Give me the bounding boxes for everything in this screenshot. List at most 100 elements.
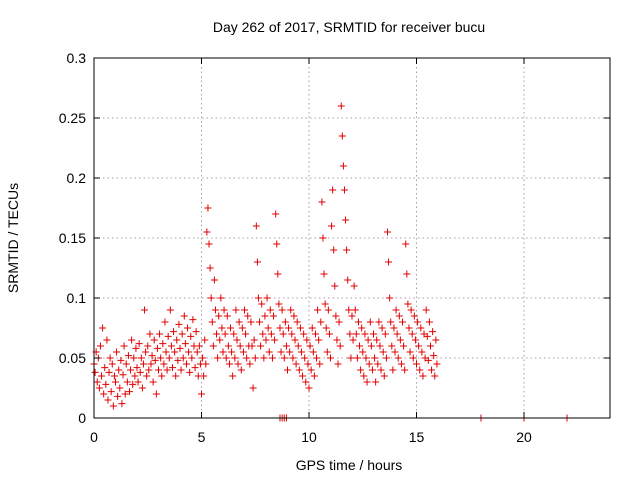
data-point (354, 318, 362, 326)
data-point (340, 186, 348, 194)
data-point (368, 366, 376, 374)
data-point (338, 132, 346, 140)
data-point (270, 312, 278, 320)
data-point (380, 372, 388, 380)
data-point (288, 330, 296, 338)
data-point (214, 354, 222, 362)
data-point (200, 372, 208, 380)
data-point (328, 222, 336, 230)
data-point (95, 384, 103, 392)
data-point (265, 348, 273, 356)
data-point (253, 258, 261, 266)
data-point (128, 336, 136, 344)
data-point (115, 366, 123, 374)
data-point (414, 318, 422, 326)
chart-title: Day 262 of 2017, SRMTID for receiver buc… (213, 19, 485, 35)
data-point (219, 348, 227, 356)
data-point (415, 342, 423, 350)
data-point (274, 270, 282, 278)
data-point (244, 312, 252, 320)
data-point (296, 324, 304, 332)
data-point (287, 306, 295, 314)
data-point (153, 344, 161, 352)
data-point (408, 330, 416, 338)
data-point (118, 400, 126, 408)
y-tick-label: 0 (78, 410, 86, 426)
data-point (238, 324, 246, 332)
data-point (181, 340, 189, 348)
data-point (406, 348, 414, 356)
data-point (178, 330, 186, 338)
data-point (416, 366, 424, 374)
data-point (257, 342, 265, 350)
data-point (129, 380, 137, 388)
data-point (161, 318, 169, 326)
data-point (149, 378, 157, 386)
data-point (209, 342, 217, 350)
data-point (358, 324, 366, 332)
data-point (144, 342, 152, 350)
data-point (346, 330, 354, 338)
data-point (119, 371, 127, 379)
data-point (101, 364, 109, 372)
data-point (285, 324, 293, 332)
data-point (332, 312, 340, 320)
data-point (123, 378, 131, 386)
data-point (263, 294, 271, 302)
data-point (350, 282, 358, 290)
data-point (234, 360, 242, 368)
data-point (428, 366, 436, 374)
data-point (258, 300, 266, 308)
data-point (292, 360, 300, 368)
data-point (217, 294, 225, 302)
data-point (96, 342, 104, 350)
data-point (426, 342, 434, 350)
data-point (195, 342, 203, 350)
x-tick-label: 5 (198, 429, 206, 445)
data-point (391, 348, 399, 356)
data-point (333, 336, 341, 344)
x-tick-labels: 0 5 10 15 20 (90, 429, 532, 445)
data-point (284, 366, 291, 374)
data-point (280, 354, 288, 362)
data-point (237, 366, 245, 374)
data-point (231, 354, 239, 362)
data-point (303, 336, 311, 344)
data-point (220, 306, 228, 314)
x-tick-label: 0 (90, 429, 98, 445)
data-point (313, 354, 321, 362)
data-point (131, 372, 139, 380)
data-point (146, 330, 154, 338)
data-point (395, 312, 403, 320)
data-point (184, 324, 192, 332)
data-point (222, 354, 230, 362)
data-point (308, 324, 316, 332)
data-point (213, 330, 221, 338)
data-point (156, 330, 164, 338)
data-point (251, 354, 259, 362)
data-point (418, 348, 426, 356)
data-point (432, 336, 440, 344)
data-point (431, 372, 439, 380)
data-point (167, 342, 175, 350)
data-point (402, 240, 410, 248)
data-point (228, 348, 236, 356)
data-point (189, 316, 197, 324)
data-point (91, 368, 99, 376)
data-point (349, 336, 357, 344)
data-point (264, 324, 272, 332)
data-point (335, 318, 343, 326)
data-point (223, 312, 231, 320)
data-point (103, 336, 111, 344)
data-point (351, 306, 359, 314)
data-point (206, 264, 214, 272)
data-point (208, 318, 216, 326)
data-point (307, 366, 315, 374)
data-point (160, 360, 168, 368)
data-point (235, 318, 243, 326)
data-point (141, 306, 149, 314)
data-point (166, 306, 174, 314)
data-point (306, 342, 314, 350)
data-point (377, 366, 385, 374)
data-point (392, 306, 400, 314)
